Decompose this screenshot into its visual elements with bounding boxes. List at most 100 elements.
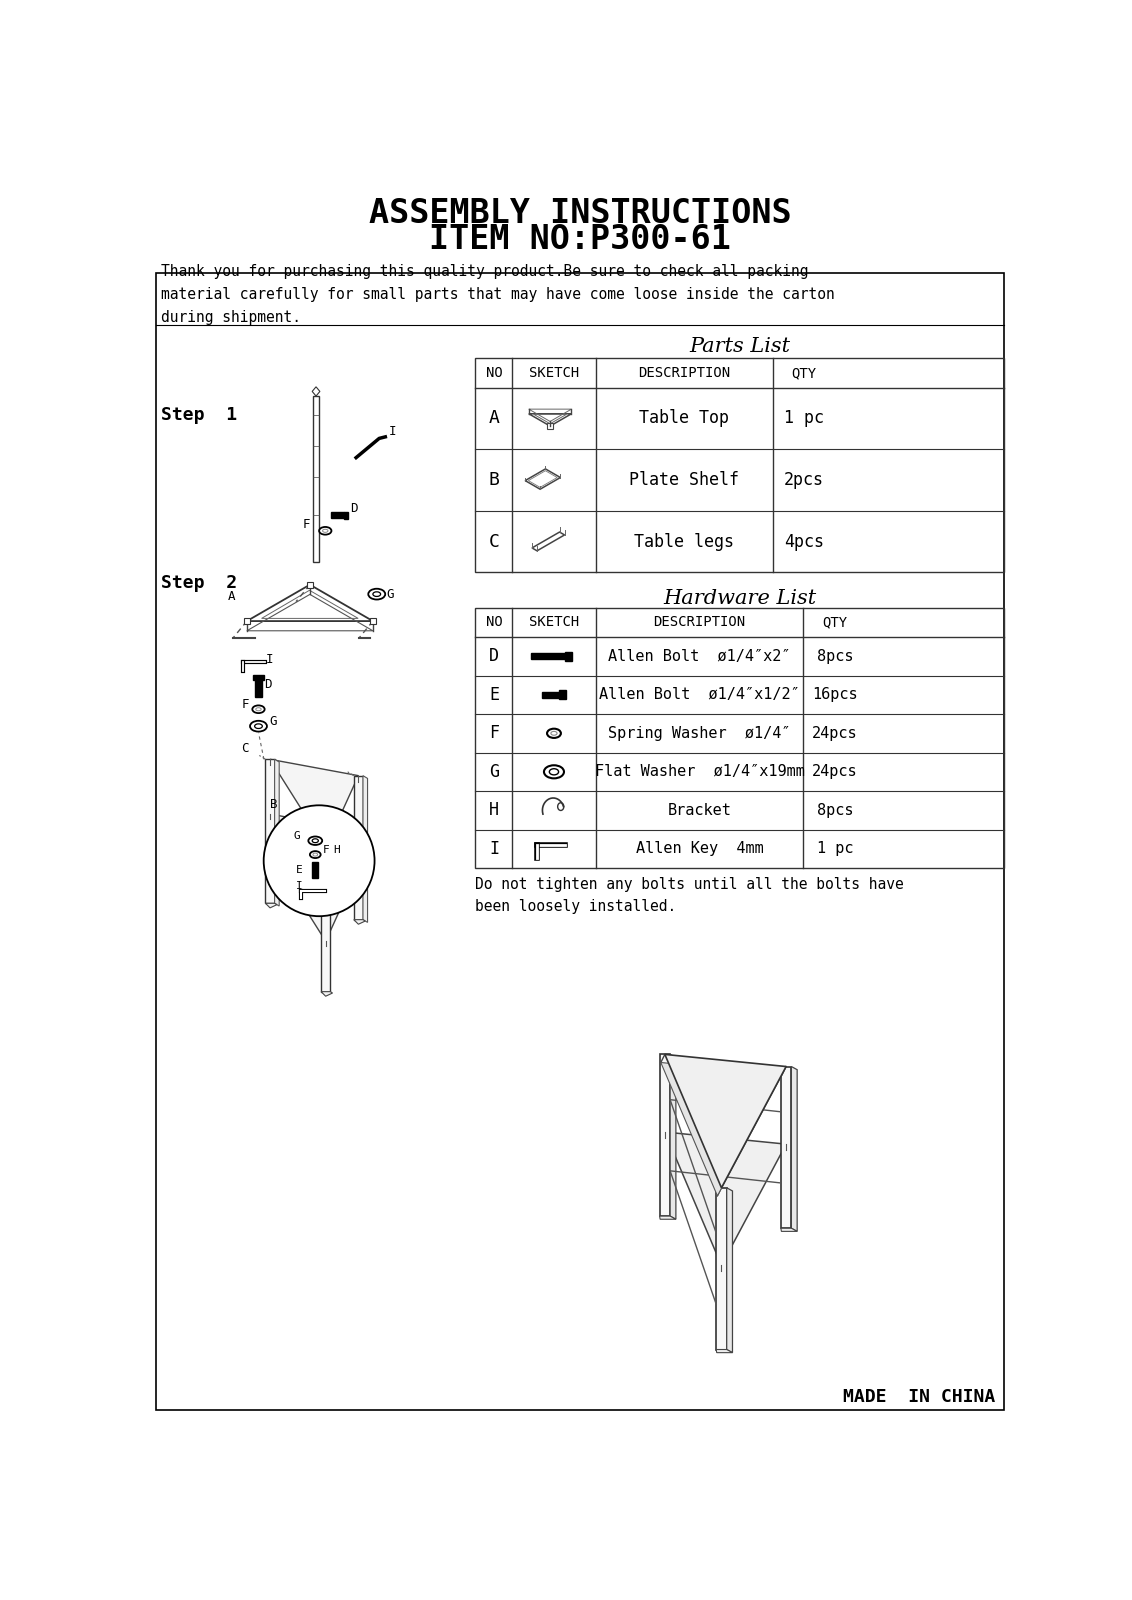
Ellipse shape	[312, 838, 318, 843]
Text: 24pcs: 24pcs	[812, 765, 858, 779]
Ellipse shape	[372, 592, 380, 597]
Text: Bracket: Bracket	[668, 803, 731, 818]
Bar	[332, 512, 344, 518]
Ellipse shape	[252, 706, 265, 714]
Text: ASSEMBLY INSTRUCTIONS: ASSEMBLY INSTRUCTIONS	[369, 197, 791, 230]
Text: B: B	[271, 798, 277, 811]
Polygon shape	[717, 1349, 732, 1352]
Text: DESCRIPTION: DESCRIPTION	[653, 616, 746, 629]
Bar	[254, 675, 264, 680]
Bar	[717, 1187, 727, 1349]
Polygon shape	[781, 1229, 797, 1232]
Text: H: H	[489, 802, 499, 819]
Ellipse shape	[312, 853, 318, 856]
Text: E: E	[297, 866, 302, 875]
Bar	[370, 618, 376, 624]
Text: C: C	[241, 741, 248, 755]
Text: D: D	[264, 678, 272, 691]
Text: Allen Bolt  ø1/4″x2″: Allen Bolt ø1/4″x2″	[608, 650, 791, 664]
Text: 1 pc: 1 pc	[817, 842, 854, 856]
Ellipse shape	[250, 720, 267, 731]
Circle shape	[346, 864, 354, 872]
Bar	[307, 582, 312, 587]
Text: 24pcs: 24pcs	[812, 726, 858, 741]
Text: ITEM NO:P300-61: ITEM NO:P300-61	[429, 224, 731, 256]
Bar	[312, 862, 318, 878]
Text: B: B	[489, 470, 499, 490]
Bar	[312, 397, 319, 562]
Text: F: F	[489, 725, 499, 742]
Ellipse shape	[310, 851, 320, 858]
Text: Plate Shelf: Plate Shelf	[629, 470, 739, 490]
Bar	[256, 677, 261, 698]
Polygon shape	[791, 1067, 797, 1232]
Text: Flat Washer  ø1/4″x19mm: Flat Washer ø1/4″x19mm	[594, 765, 805, 779]
Text: G: G	[293, 830, 300, 842]
Text: DESCRIPTION: DESCRIPTION	[638, 366, 730, 379]
Polygon shape	[271, 814, 359, 902]
Text: I: I	[266, 653, 274, 666]
Text: G: G	[269, 715, 276, 728]
Text: I: I	[489, 840, 499, 858]
Polygon shape	[275, 760, 280, 906]
Text: Do not tighten any bolts until all the bolts have
been loosely installed.: Do not tighten any bolts until all the b…	[475, 877, 904, 915]
Bar	[354, 776, 363, 920]
Text: F: F	[323, 845, 329, 854]
Ellipse shape	[368, 589, 385, 600]
Bar	[531, 653, 565, 659]
Polygon shape	[664, 1133, 786, 1266]
Polygon shape	[664, 1054, 786, 1187]
Ellipse shape	[323, 530, 328, 533]
Text: F: F	[302, 518, 310, 531]
Text: 2pcs: 2pcs	[784, 470, 824, 490]
Bar	[547, 422, 554, 429]
Bar	[475, 358, 1004, 573]
Ellipse shape	[308, 837, 323, 845]
Polygon shape	[363, 776, 368, 922]
Polygon shape	[265, 904, 277, 907]
Polygon shape	[271, 853, 359, 941]
Text: Spring Washer  ø1/4″: Spring Washer ø1/4″	[608, 726, 791, 741]
Ellipse shape	[319, 526, 332, 534]
Text: 1 pc: 1 pc	[784, 410, 824, 427]
Circle shape	[346, 826, 354, 832]
Polygon shape	[727, 1187, 732, 1352]
Text: Allen Key  4mm: Allen Key 4mm	[636, 842, 763, 856]
Ellipse shape	[551, 731, 557, 736]
Polygon shape	[354, 920, 366, 925]
Polygon shape	[661, 1062, 782, 1195]
Text: I: I	[388, 426, 396, 438]
Text: F: F	[241, 698, 249, 710]
Text: Hardware List: Hardware List	[663, 589, 816, 608]
Text: I: I	[297, 882, 302, 891]
Text: SKETCH: SKETCH	[529, 616, 580, 629]
Text: G: G	[386, 587, 394, 602]
Text: Thank you for purchasing this quality product.Be sure to check all packing
mater: Thank you for purchasing this quality pr…	[161, 264, 835, 325]
Ellipse shape	[547, 728, 560, 738]
Text: 8pcs: 8pcs	[817, 803, 854, 818]
Ellipse shape	[558, 803, 564, 811]
Text: E: E	[489, 686, 499, 704]
Text: D: D	[489, 648, 499, 666]
Text: SKETCH: SKETCH	[529, 366, 580, 379]
Text: NO: NO	[486, 366, 503, 379]
Text: Step  1: Step 1	[161, 406, 238, 424]
Ellipse shape	[255, 723, 263, 728]
Bar	[781, 1067, 791, 1229]
Bar	[565, 651, 573, 661]
Polygon shape	[321, 992, 333, 997]
Polygon shape	[660, 1216, 676, 1219]
Text: H: H	[333, 845, 340, 854]
Text: QTY: QTY	[823, 616, 848, 629]
Text: A: A	[228, 589, 235, 603]
Bar	[475, 608, 1004, 869]
Polygon shape	[670, 1054, 676, 1219]
Bar	[321, 848, 331, 992]
Text: MADE  IN CHINA: MADE IN CHINA	[843, 1389, 995, 1406]
Text: QTY: QTY	[791, 366, 817, 379]
Ellipse shape	[544, 765, 564, 778]
Bar	[660, 1054, 670, 1216]
Ellipse shape	[256, 707, 261, 710]
Text: 16pcs: 16pcs	[812, 688, 858, 702]
Circle shape	[264, 805, 375, 917]
